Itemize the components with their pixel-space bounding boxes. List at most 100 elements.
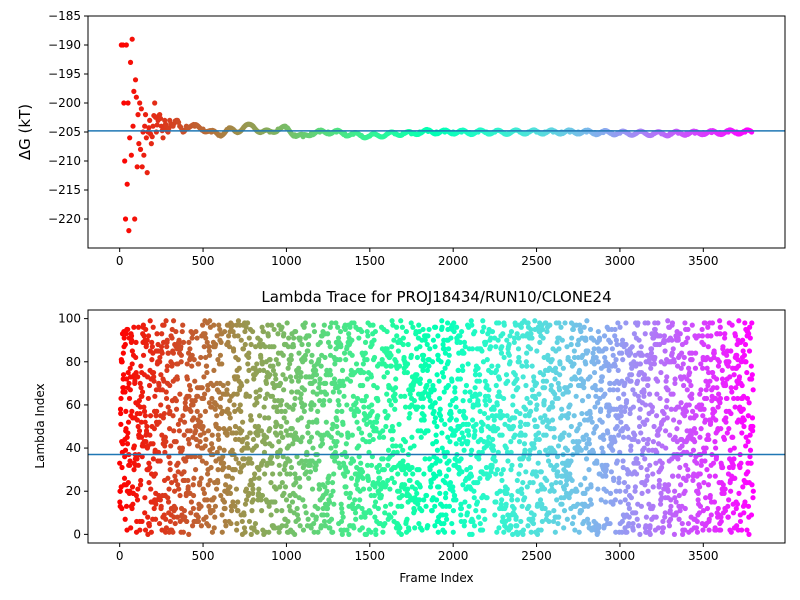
lambda-point (750, 423, 756, 430)
lambda-point (369, 341, 375, 348)
lambda-point (256, 467, 262, 473)
lambda-point (516, 359, 522, 365)
lambda-point (712, 439, 718, 445)
lambda-point (662, 482, 668, 488)
lambda-point (581, 436, 587, 443)
lambda-point (587, 410, 593, 417)
lambda-point (337, 464, 343, 471)
lambda-point (450, 488, 456, 494)
lambda-point (258, 497, 264, 503)
lambda-point (514, 376, 520, 382)
lambda-point (125, 430, 131, 436)
lambda-point (179, 328, 185, 335)
lambda-point (595, 486, 601, 492)
lambda-point (669, 456, 675, 462)
lambda-point (181, 419, 188, 425)
lambda-point (247, 456, 253, 462)
lambda-point (168, 443, 174, 449)
lambda-point (385, 413, 391, 419)
lambda-point (464, 510, 471, 516)
lambda-point (600, 449, 606, 455)
lambda-point (685, 467, 691, 473)
lambda-point (584, 516, 591, 522)
lambda-point (354, 395, 361, 402)
lambda-point (442, 454, 448, 460)
lambda-point (574, 449, 580, 455)
lambda-point (229, 447, 235, 453)
lambda-point (146, 460, 152, 466)
lambda-point (583, 361, 589, 367)
lambda-point (690, 447, 697, 453)
lambda-point (725, 503, 731, 509)
lambda-point (438, 359, 444, 365)
lambda-point (469, 346, 476, 352)
lambda-point (193, 328, 199, 335)
lambda-point (514, 331, 520, 337)
lambda-point (301, 387, 308, 393)
lambda-point (269, 393, 276, 399)
lambda-point (385, 462, 391, 468)
lambda-point (227, 398, 233, 404)
lambda-point (586, 436, 592, 443)
lambda-point (227, 490, 234, 496)
lambda-point (150, 324, 156, 330)
lambda-point (424, 367, 431, 374)
lambda-point (508, 328, 515, 335)
lambda-point (158, 372, 164, 378)
lambda-point (343, 490, 349, 496)
lambda-point (274, 454, 281, 460)
lambda-point (329, 426, 335, 432)
lambda-point (215, 436, 222, 443)
lambda-point (731, 395, 737, 402)
delta-g-point (131, 88, 137, 94)
lambda-point (259, 492, 266, 499)
lambda-point (687, 415, 694, 421)
lambda-point (352, 497, 358, 503)
delta-g-y-ticks: −220−215−210−205−200−195−190−185 (48, 9, 88, 226)
lambda-point (601, 333, 608, 339)
lambda-point (462, 389, 468, 395)
lambda-point (508, 449, 514, 455)
lambda-point (341, 350, 348, 356)
lambda-point (719, 376, 726, 382)
lambda-point (163, 395, 170, 402)
lambda-point (250, 436, 257, 443)
lambda-point (710, 460, 717, 466)
lambda-point (465, 439, 471, 445)
delta-g-point (150, 123, 156, 129)
lambda-point (287, 471, 293, 477)
lambda-point (142, 419, 148, 425)
lambda-point (459, 363, 466, 369)
lambda-point (330, 488, 336, 494)
lambda-point (330, 389, 336, 395)
lambda-point (181, 508, 187, 514)
lambda-point (571, 413, 577, 419)
lambda-point (419, 527, 425, 533)
delta-g-panel: 0 500 1000 1500 2000 2500 3000 3500 −220−215−21… (16, 9, 786, 268)
lambda-point (714, 376, 720, 382)
lambda-point (514, 523, 520, 529)
lambda-point (358, 430, 365, 436)
lambda-point (236, 460, 242, 466)
lambda-point (240, 346, 247, 352)
delta-g-point (128, 152, 134, 158)
lambda-point (338, 518, 345, 525)
lambda-point (300, 527, 307, 533)
lambda-point (416, 497, 423, 503)
lambda-point (250, 486, 256, 492)
lambda-point (308, 359, 314, 365)
lambda-point (657, 333, 663, 339)
lambda-point (321, 322, 327, 328)
lambda-point (498, 501, 504, 507)
lambda-point (530, 479, 536, 486)
lambda-point (346, 495, 353, 501)
lambda-point (336, 402, 342, 408)
lambda-point (549, 400, 555, 406)
lambda-point (226, 410, 232, 417)
lambda-axes-frame (87, 309, 786, 544)
lambda-point (235, 333, 241, 339)
lambda-point (623, 341, 629, 348)
lambda-point (583, 337, 589, 343)
lambda-point (147, 318, 153, 324)
lambda-point (588, 501, 594, 507)
